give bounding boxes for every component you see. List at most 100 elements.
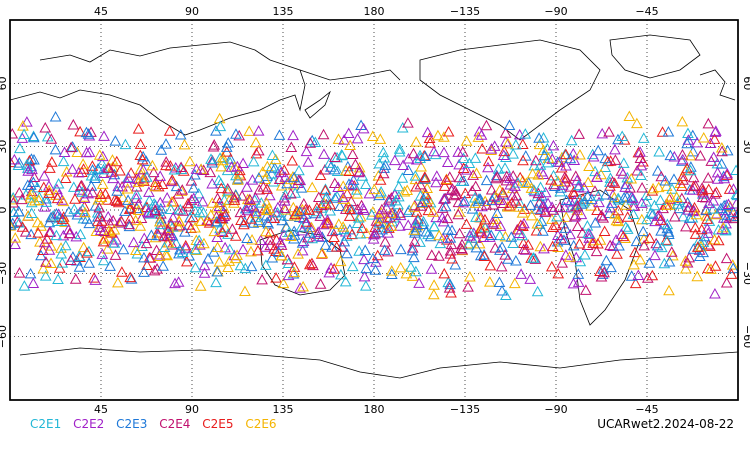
observation-triangle	[660, 180, 673, 191]
observation-triangle	[442, 223, 454, 235]
observation-triangle	[607, 240, 619, 252]
observation-triangle	[524, 199, 537, 210]
observation-triangle	[52, 273, 64, 284]
observation-triangle	[242, 200, 255, 211]
observation-triangle	[595, 168, 607, 180]
observation-triangle	[657, 202, 669, 214]
observation-triangle	[631, 117, 643, 129]
observation-triangle	[121, 176, 134, 188]
observation-triangle	[568, 194, 581, 206]
observation-triangle	[681, 257, 694, 268]
observation-triangle	[564, 228, 577, 240]
observation-triangle	[49, 143, 62, 155]
observation-triangle	[404, 261, 417, 272]
observation-triangle	[628, 258, 640, 270]
observation-triangle	[560, 172, 572, 184]
observation-triangle	[383, 222, 395, 233]
observation-triangle	[545, 260, 558, 272]
observation-triangle	[505, 231, 518, 242]
observation-triangle	[14, 142, 26, 154]
observation-triangle	[273, 173, 286, 184]
observation-triangle	[360, 227, 373, 239]
observation-triangle	[35, 249, 47, 261]
observation-triangle	[43, 187, 56, 198]
observation-triangle	[494, 220, 507, 231]
observation-triangle	[132, 123, 145, 134]
observation-triangle	[382, 227, 394, 238]
observation-triangle	[342, 127, 355, 138]
observation-triangle	[397, 159, 410, 170]
observation-triangle	[228, 191, 240, 203]
observation-triangle	[124, 203, 136, 214]
observation-triangle	[392, 180, 405, 192]
observation-triangle	[10, 128, 19, 139]
legend-item-c2e4: C2E4	[159, 417, 191, 431]
observation-triangle	[668, 150, 681, 162]
legend: C2E1 C2E2 C2E3 C2E4 C2E5 C2E6	[30, 417, 285, 431]
observation-triangle	[234, 259, 247, 271]
observation-triangle	[85, 169, 98, 181]
observation-triangle	[422, 193, 435, 205]
observation-triangle	[609, 143, 621, 155]
observation-triangle	[441, 212, 454, 224]
observation-triangle	[711, 173, 724, 184]
observation-triangle	[337, 180, 350, 191]
observation-triangle	[198, 237, 210, 249]
observation-triangle	[154, 218, 167, 230]
observation-triangle	[494, 244, 506, 255]
observation-triangle	[560, 211, 573, 222]
observation-triangle	[247, 155, 260, 167]
observation-triangle	[50, 229, 63, 241]
observation-triangle	[341, 247, 353, 259]
observation-triangle	[278, 229, 290, 240]
observation-triangle	[433, 250, 445, 261]
observation-triangle	[252, 244, 264, 256]
observation-triangle	[710, 186, 723, 197]
observation-triangle	[226, 223, 239, 234]
observation-triangle	[568, 154, 581, 165]
observation-triangle	[567, 277, 580, 289]
observation-triangle	[154, 202, 167, 214]
observation-triangle	[646, 208, 659, 219]
observation-triangle	[300, 217, 313, 229]
observation-triangle	[153, 250, 166, 261]
observation-triangle	[18, 280, 31, 291]
observation-triangle	[102, 162, 115, 173]
observation-triangle	[446, 252, 458, 264]
observation-triangle	[410, 206, 423, 217]
observation-triangle	[572, 276, 585, 287]
observation-triangle	[583, 228, 596, 239]
observation-triangle	[314, 169, 327, 181]
observation-triangle	[319, 239, 332, 250]
observation-triangle	[233, 129, 246, 141]
observation-triangle	[637, 132, 650, 143]
observation-triangle	[328, 177, 341, 188]
observation-triangle	[332, 218, 345, 229]
observation-triangle	[485, 143, 498, 154]
observation-triangle	[413, 277, 425, 288]
observation-triangle	[346, 260, 359, 272]
observation-triangle	[13, 267, 26, 278]
observation-triangle	[414, 178, 427, 190]
observation-triangle	[276, 214, 289, 226]
observation-triangle	[619, 221, 632, 232]
observation-triangle	[108, 237, 121, 248]
observation-triangle	[439, 200, 452, 212]
observation-triangle	[245, 260, 258, 272]
observation-triangle	[697, 131, 710, 143]
observation-triangle	[626, 192, 639, 203]
observation-triangle	[80, 146, 93, 158]
observation-triangle	[194, 280, 207, 291]
observation-triangle	[668, 173, 680, 184]
observation-triangle	[134, 220, 147, 231]
observation-triangle	[482, 155, 495, 167]
observation-triangle	[689, 221, 702, 233]
observation-triangle	[578, 181, 590, 193]
observation-triangle	[564, 152, 577, 164]
observation-triangle	[190, 244, 203, 255]
observation-triangle	[546, 153, 559, 164]
observation-triangle	[401, 184, 414, 196]
observation-triangle	[112, 196, 125, 208]
observation-triangle	[37, 262, 50, 274]
observation-triangle	[438, 131, 450, 142]
